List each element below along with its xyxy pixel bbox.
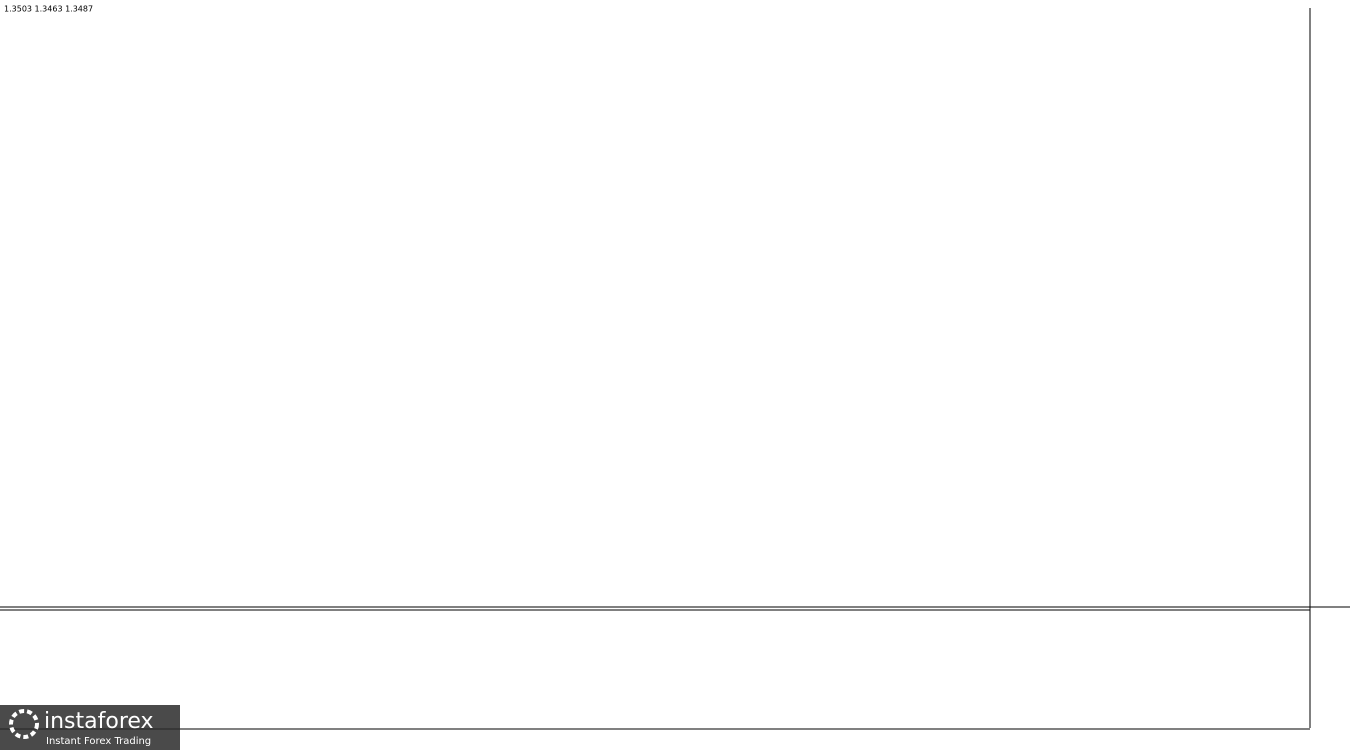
tagline: Instant Forex Trading (46, 736, 151, 747)
watermark: instaforex Instant Forex Trading (0, 705, 180, 750)
logo-icon (9, 709, 39, 739)
brand: instaforex (44, 709, 154, 734)
ohlc-header: 1.3503 1.3463 1.3487 (4, 5, 93, 14)
